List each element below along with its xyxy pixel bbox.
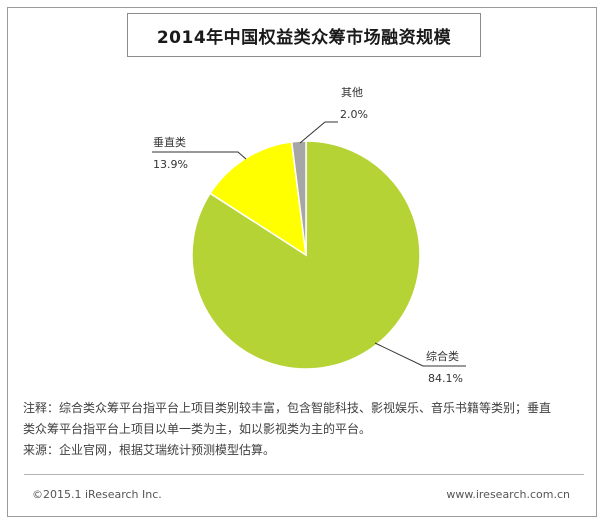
leader-line-vertical bbox=[152, 151, 247, 160]
pie-slices bbox=[191, 140, 421, 370]
slice-value-comprehensive: 84.1% bbox=[428, 372, 463, 385]
note-line-1: 注释：综合类众筹平台指平台上项目类别较丰富，包含智能科技、影视娱乐、音乐书籍等类… bbox=[23, 401, 552, 415]
note-line-2: 类众筹平台指平台上项目以单一类为主，如以影视类为主的平台。 bbox=[23, 422, 372, 436]
leader-line-other bbox=[299, 121, 338, 144]
chart-title-box: 2014年中国权益类众筹市场融资规模 bbox=[127, 13, 481, 57]
note-source: 来源：企业官网，根据艾瑞统计预测模型估算。 bbox=[23, 443, 276, 457]
copyright-text: ©2015.1 iResearch Inc. bbox=[32, 488, 162, 501]
slice-label-other: 其他 bbox=[341, 86, 363, 99]
slice-label-vertical: 垂直类 bbox=[153, 135, 186, 149]
notes-block: 注释：综合类众筹平台指平台上项目类别较丰富，包含智能科技、影视娱乐、音乐书籍等类… bbox=[23, 398, 585, 461]
chart-title: 2014年中国权益类众筹市场融资规模 bbox=[156, 27, 452, 48]
slice-value-vertical: 13.9% bbox=[153, 158, 188, 171]
footer-divider bbox=[24, 474, 584, 475]
pie-chart: 其他 2.0% 垂直类 13.9% 综合类 84.1% bbox=[152, 86, 466, 385]
slice-value-other: 2.0% bbox=[340, 108, 368, 121]
website-text: www.iresearch.com.cn bbox=[446, 488, 570, 501]
leader-line-comprehensive bbox=[374, 342, 466, 367]
slice-label-comprehensive: 综合类 bbox=[426, 349, 459, 363]
pie-slice-other bbox=[290, 140, 307, 256]
